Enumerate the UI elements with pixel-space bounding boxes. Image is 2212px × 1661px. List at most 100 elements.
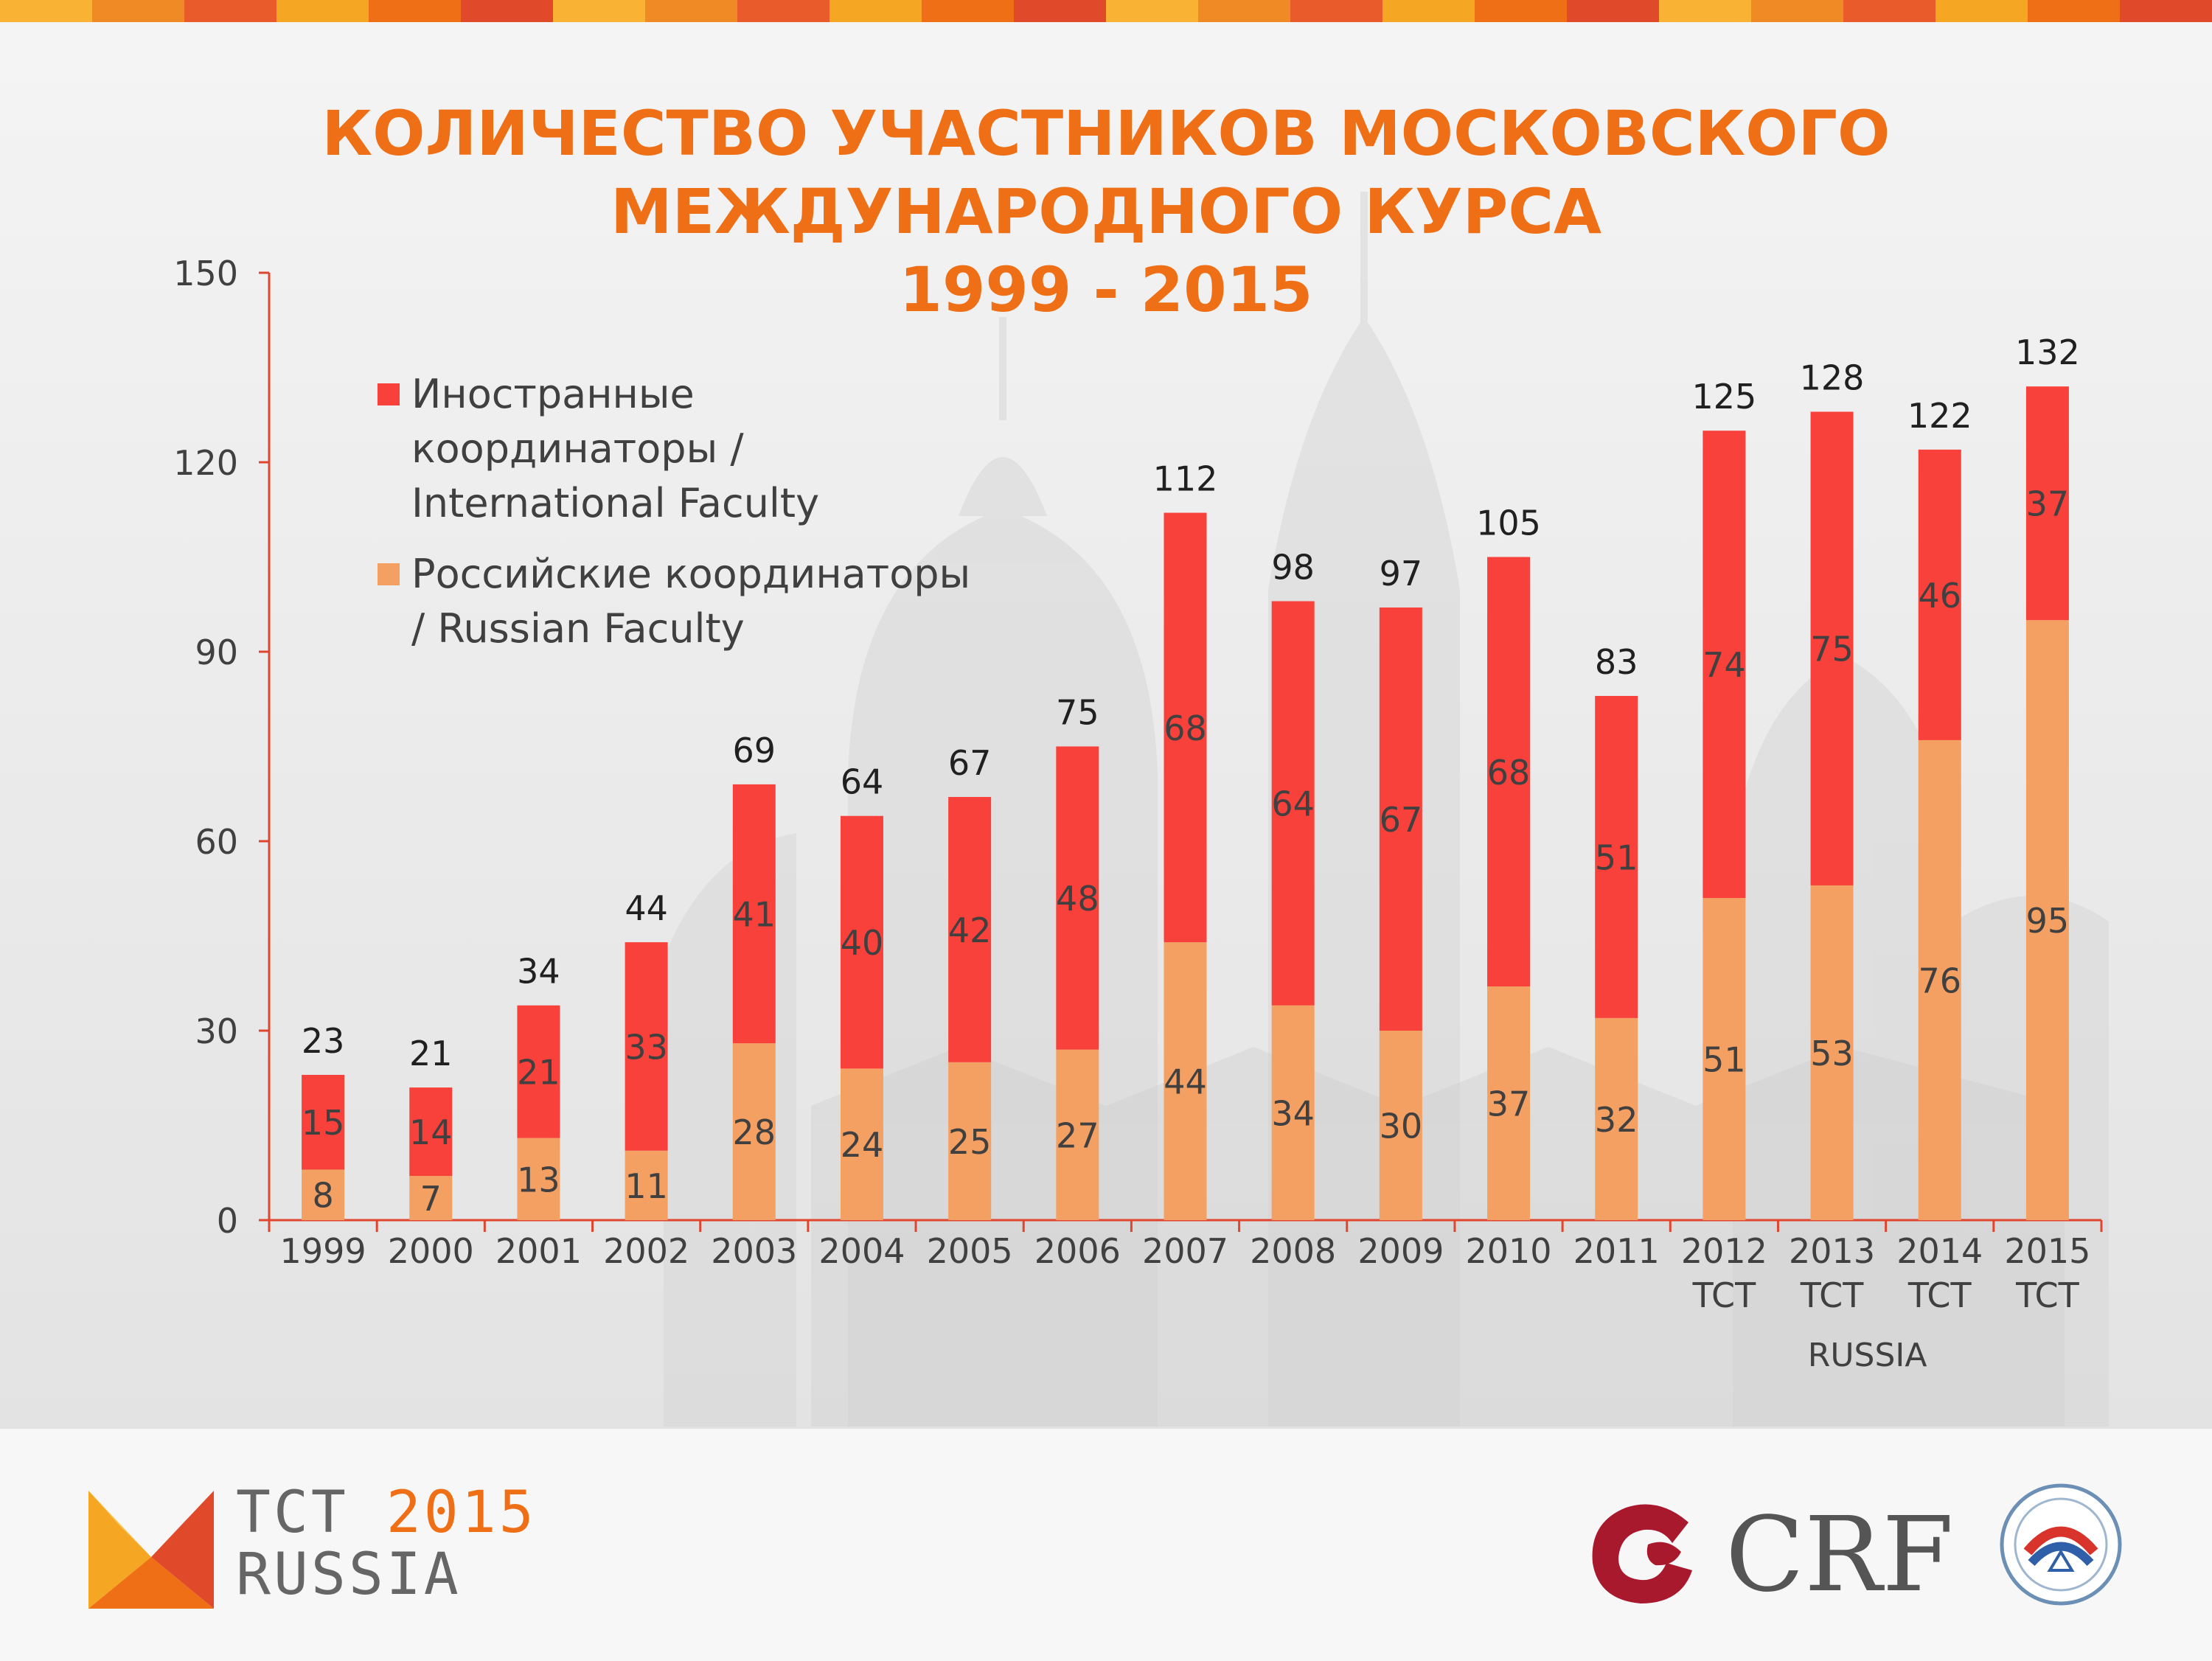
bar-russian: [1810, 885, 1854, 1220]
bar-russian: [840, 1068, 883, 1220]
data-label-international: 74: [1703, 645, 1746, 685]
top-band-segment: [645, 0, 738, 22]
data-label-international: 41: [733, 895, 776, 935]
x-tick-label: 2006: [1034, 1231, 1121, 1271]
legend-label-international: Иностранные координаторы / International…: [411, 371, 820, 526]
data-label-russian: 28: [733, 1112, 776, 1152]
data-label-russian: 30: [1380, 1107, 1423, 1146]
bar-russian: [2025, 620, 2069, 1220]
data-label-total: 67: [948, 743, 992, 783]
data-label-international: 46: [1918, 576, 1961, 616]
chart-legend: Иностранные координаторы / International…: [378, 367, 1085, 672]
bar-international: [1271, 601, 1315, 1006]
top-band-segment: [830, 0, 922, 22]
top-band-segment: [184, 0, 277, 22]
tct-logo-russia: RUSSIA: [236, 1542, 462, 1608]
data-label-russian: 27: [1056, 1115, 1099, 1155]
tct-2015-russia-logo: TCT 2015 RUSSIA: [88, 1480, 534, 1615]
x-tick-label: 2011: [1573, 1231, 1660, 1271]
data-label-international: 42: [948, 910, 992, 950]
title-line-2: МЕЖДУНАРОДНОГО КУРСА: [611, 175, 1601, 248]
x-tick-label: 2004: [818, 1231, 905, 1271]
chart-title: КОЛИЧЕСТВО УЧАСТНИКОВ МОСКОВСКОГО МЕЖДУН…: [147, 94, 2065, 329]
data-label-total: 98: [1271, 547, 1315, 587]
data-label-russian: 44: [1164, 1062, 1207, 1102]
x-tick-label: 2009: [1357, 1231, 1444, 1271]
top-band-segment: [1843, 0, 1936, 22]
top-band-segment: [276, 0, 369, 22]
data-label-russian: 8: [312, 1176, 333, 1216]
data-label-international: 75: [1810, 630, 1854, 669]
x-tick-label: 2005: [927, 1231, 1013, 1271]
crf-swirl-icon: [1592, 1504, 1692, 1603]
top-band-segment: [1382, 0, 1475, 22]
bar-international: [1918, 449, 1961, 740]
title-line-1: КОЛИЧЕСТВО УЧАСТНИКОВ МОСКОВСКОГО: [321, 97, 1891, 170]
top-band-segment: [1567, 0, 1660, 22]
bar-international: [732, 784, 776, 1044]
x-tick-label: 2008: [1250, 1231, 1336, 1271]
data-label-russian: 34: [1271, 1093, 1315, 1133]
x-tick-label: 2003: [711, 1231, 797, 1271]
x-tick-label: 2014: [1896, 1231, 1983, 1271]
data-label-total: 112: [1153, 459, 1218, 499]
legend-item-international: Иностранные координаторы / International…: [378, 367, 1085, 531]
top-band-segment: [461, 0, 554, 22]
x-tick-label: 1999: [280, 1231, 366, 1271]
bar-international: [625, 942, 668, 1151]
bar-russian: [409, 1176, 453, 1220]
x-tick-label: 2013: [1789, 1231, 1875, 1271]
top-band-segment: [922, 0, 1015, 22]
bar-russian: [302, 1169, 345, 1220]
tct-logo-prefix: TCT: [236, 1480, 386, 1546]
title-line-3: 1999 - 2015: [899, 254, 1313, 326]
bar-russian: [1703, 898, 1746, 1220]
x-tick-label: 2007: [1142, 1231, 1228, 1271]
y-tick-label: 0: [217, 1201, 238, 1241]
data-label-russian: 51: [1703, 1040, 1746, 1080]
data-label-russian: 25: [948, 1122, 992, 1162]
x-tick-label: TCT: [2015, 1275, 2080, 1315]
data-label-international: 21: [517, 1053, 560, 1093]
x-group-label: RUSSIA: [1808, 1337, 1927, 1374]
x-tick-label: 2015: [2004, 1231, 2090, 1271]
y-tick-label: 120: [173, 443, 238, 483]
crf-logo: CRF: [1578, 1486, 1961, 1618]
bar-international: [1595, 695, 1638, 1018]
data-label-international: 15: [302, 1103, 345, 1143]
bar-russian: [1487, 986, 1531, 1220]
bar-russian: [732, 1043, 776, 1220]
data-label-international: 33: [625, 1027, 668, 1067]
x-tick-label: 2000: [388, 1231, 474, 1271]
top-band-segment: [0, 0, 93, 22]
top-band-segment: [737, 0, 830, 22]
data-label-total: 21: [409, 1034, 453, 1073]
data-label-russian: 11: [625, 1166, 668, 1206]
data-label-total: 34: [517, 952, 560, 992]
top-band-segment: [553, 0, 646, 22]
top-band-segment: [1290, 0, 1383, 22]
tct-logo-year: 2015: [386, 1480, 537, 1546]
bar-international: [840, 815, 883, 1069]
bar-international: [1703, 431, 1746, 899]
bar-international: [1810, 411, 1854, 885]
bar-international: [1487, 557, 1531, 987]
y-tick-label: 60: [195, 822, 238, 862]
data-label-russian: 24: [841, 1125, 884, 1165]
data-label-total: 23: [302, 1021, 345, 1061]
y-tick-label: 90: [195, 633, 238, 672]
x-tick-label: 2002: [603, 1231, 689, 1271]
top-band-segment: [1475, 0, 1568, 22]
bar-russian: [948, 1062, 992, 1220]
bar-russian: [1595, 1017, 1638, 1220]
data-label-total: 125: [1691, 377, 1756, 417]
society-seal-icon: [2000, 1483, 2122, 1606]
data-label-total: 75: [1056, 693, 1099, 733]
top-band-segment: [1198, 0, 1291, 22]
top-band-segment: [1106, 0, 1199, 22]
bar-international: [517, 1005, 560, 1138]
data-label-russian: 7: [420, 1179, 442, 1219]
data-label-international: 51: [1595, 838, 1638, 877]
stacked-bar-chart: 0 30 60 90 120 150 8 15 23 1999 7 14 21 2000 13 21 34 200…: [173, 254, 2103, 1374]
data-label-russian: 13: [517, 1160, 560, 1199]
